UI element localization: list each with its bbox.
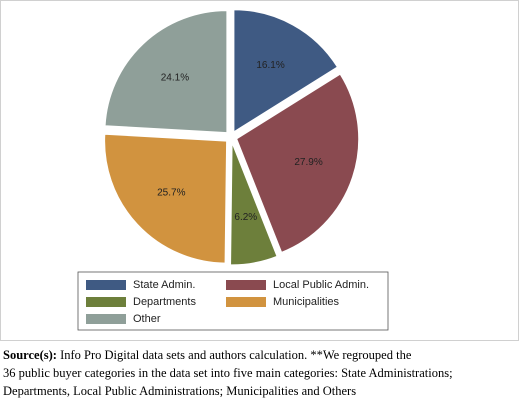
value-label: 25.7% bbox=[157, 187, 185, 198]
legend-swatch bbox=[86, 297, 126, 307]
value-label: 6.2% bbox=[234, 212, 257, 223]
caption-text: Info Pro Digital data sets and authors c… bbox=[60, 348, 412, 362]
legend-label: State Admin. bbox=[133, 279, 195, 291]
legend-label: Municipalities bbox=[273, 296, 340, 308]
caption-line: Source(s): Info Pro Digital data sets an… bbox=[3, 348, 411, 363]
pie-slice bbox=[104, 10, 228, 134]
caption-line: Departments, Local Public Administration… bbox=[3, 384, 357, 398]
value-label: 27.9% bbox=[294, 157, 322, 168]
legend-label: Departments bbox=[133, 296, 196, 308]
legend-label: Other bbox=[133, 313, 161, 325]
pie-slice bbox=[233, 9, 339, 133]
legend-swatch bbox=[86, 280, 126, 290]
value-label: 16.1% bbox=[256, 60, 284, 71]
pie-slice bbox=[236, 73, 360, 253]
chart: 16.1% 27.9% 6.2% 25.7% 24.1% State Admin. Loca… bbox=[0, 0, 519, 341]
caption-label: Source(s): bbox=[3, 348, 57, 362]
legend-swatch bbox=[226, 297, 266, 307]
legend-swatch bbox=[86, 314, 126, 324]
legend-swatch bbox=[226, 280, 266, 290]
pie-slice bbox=[104, 133, 228, 264]
value-label: 24.1% bbox=[161, 72, 189, 83]
pie-slice bbox=[230, 142, 278, 266]
legend-label: Local Public Admin. bbox=[273, 279, 369, 291]
caption-line: 36 public buyer categories in the data s… bbox=[3, 366, 453, 380]
